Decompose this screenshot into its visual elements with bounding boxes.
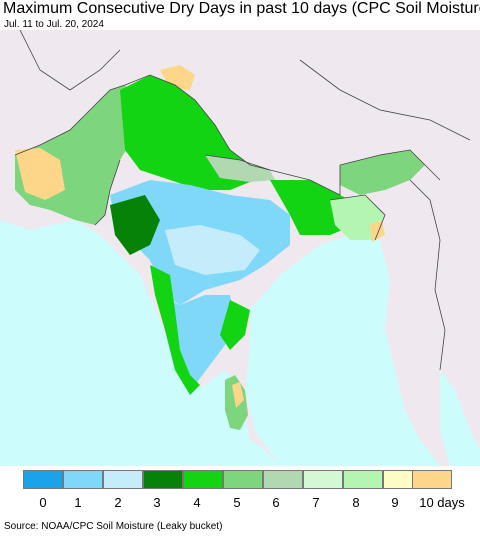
dry-sri-lanka — [232, 382, 244, 408]
region-west-green — [110, 195, 160, 255]
legend-label-7: 7 — [312, 495, 320, 510]
legend-label-5: 5 — [233, 495, 241, 510]
legend-swatch-2 — [103, 470, 143, 489]
soil-moisture-map — [0, 30, 480, 466]
region-northeast — [340, 150, 425, 195]
legend-label-10: 10 days — [419, 495, 465, 510]
legend-swatch-0 — [23, 470, 63, 489]
legend-label-8: 8 — [352, 495, 360, 510]
legend-swatch-1 — [63, 470, 103, 489]
region-south-green — [150, 265, 200, 395]
map-title: Maximum Consecutive Dry Days in past 10 … — [3, 0, 480, 17]
legend-label-4: 4 — [193, 495, 201, 510]
legend-swatch-10 — [412, 470, 452, 489]
legend-swatch-3 — [143, 470, 183, 489]
legend-label-1: 1 — [74, 495, 82, 510]
dry-northeast — [370, 220, 385, 242]
region-central-light — [165, 225, 260, 275]
legend-swatch-6 — [263, 470, 303, 489]
date-range: Jul. 11 to Jul. 20, 2024 — [4, 19, 104, 30]
legend-label-2: 2 — [114, 495, 122, 510]
bay-of-bengal — [245, 235, 440, 466]
legend-label-3: 3 — [153, 495, 161, 510]
legend-label-6: 6 — [272, 495, 280, 510]
legend-label-9: 9 — [391, 495, 399, 510]
dry-southwest — [15, 148, 65, 200]
legend-label-0: 0 — [39, 495, 47, 510]
country-borders — [14, 30, 471, 371]
legend-swatch-5 — [223, 470, 263, 489]
legend: 0 1 2 3 4 5 6 7 8 9 10 days — [0, 466, 480, 516]
region-south-east — [220, 300, 250, 350]
legend-swatch-8 — [343, 470, 383, 489]
source-note: Source: NOAA/CPC Soil Moisture (Leaky bu… — [4, 521, 223, 532]
legend-swatch-4 — [183, 470, 223, 489]
region-nepal — [205, 155, 275, 182]
legend-swatch-7 — [303, 470, 343, 489]
andaman-sea — [440, 370, 480, 466]
region-south — [160, 295, 235, 385]
ocean — [0, 220, 280, 466]
